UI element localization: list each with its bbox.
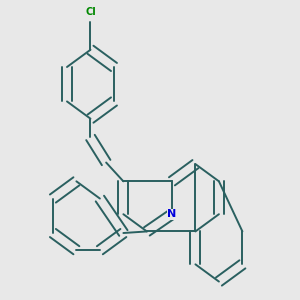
- Text: Cl: Cl: [85, 7, 96, 17]
- Text: N: N: [167, 209, 177, 219]
